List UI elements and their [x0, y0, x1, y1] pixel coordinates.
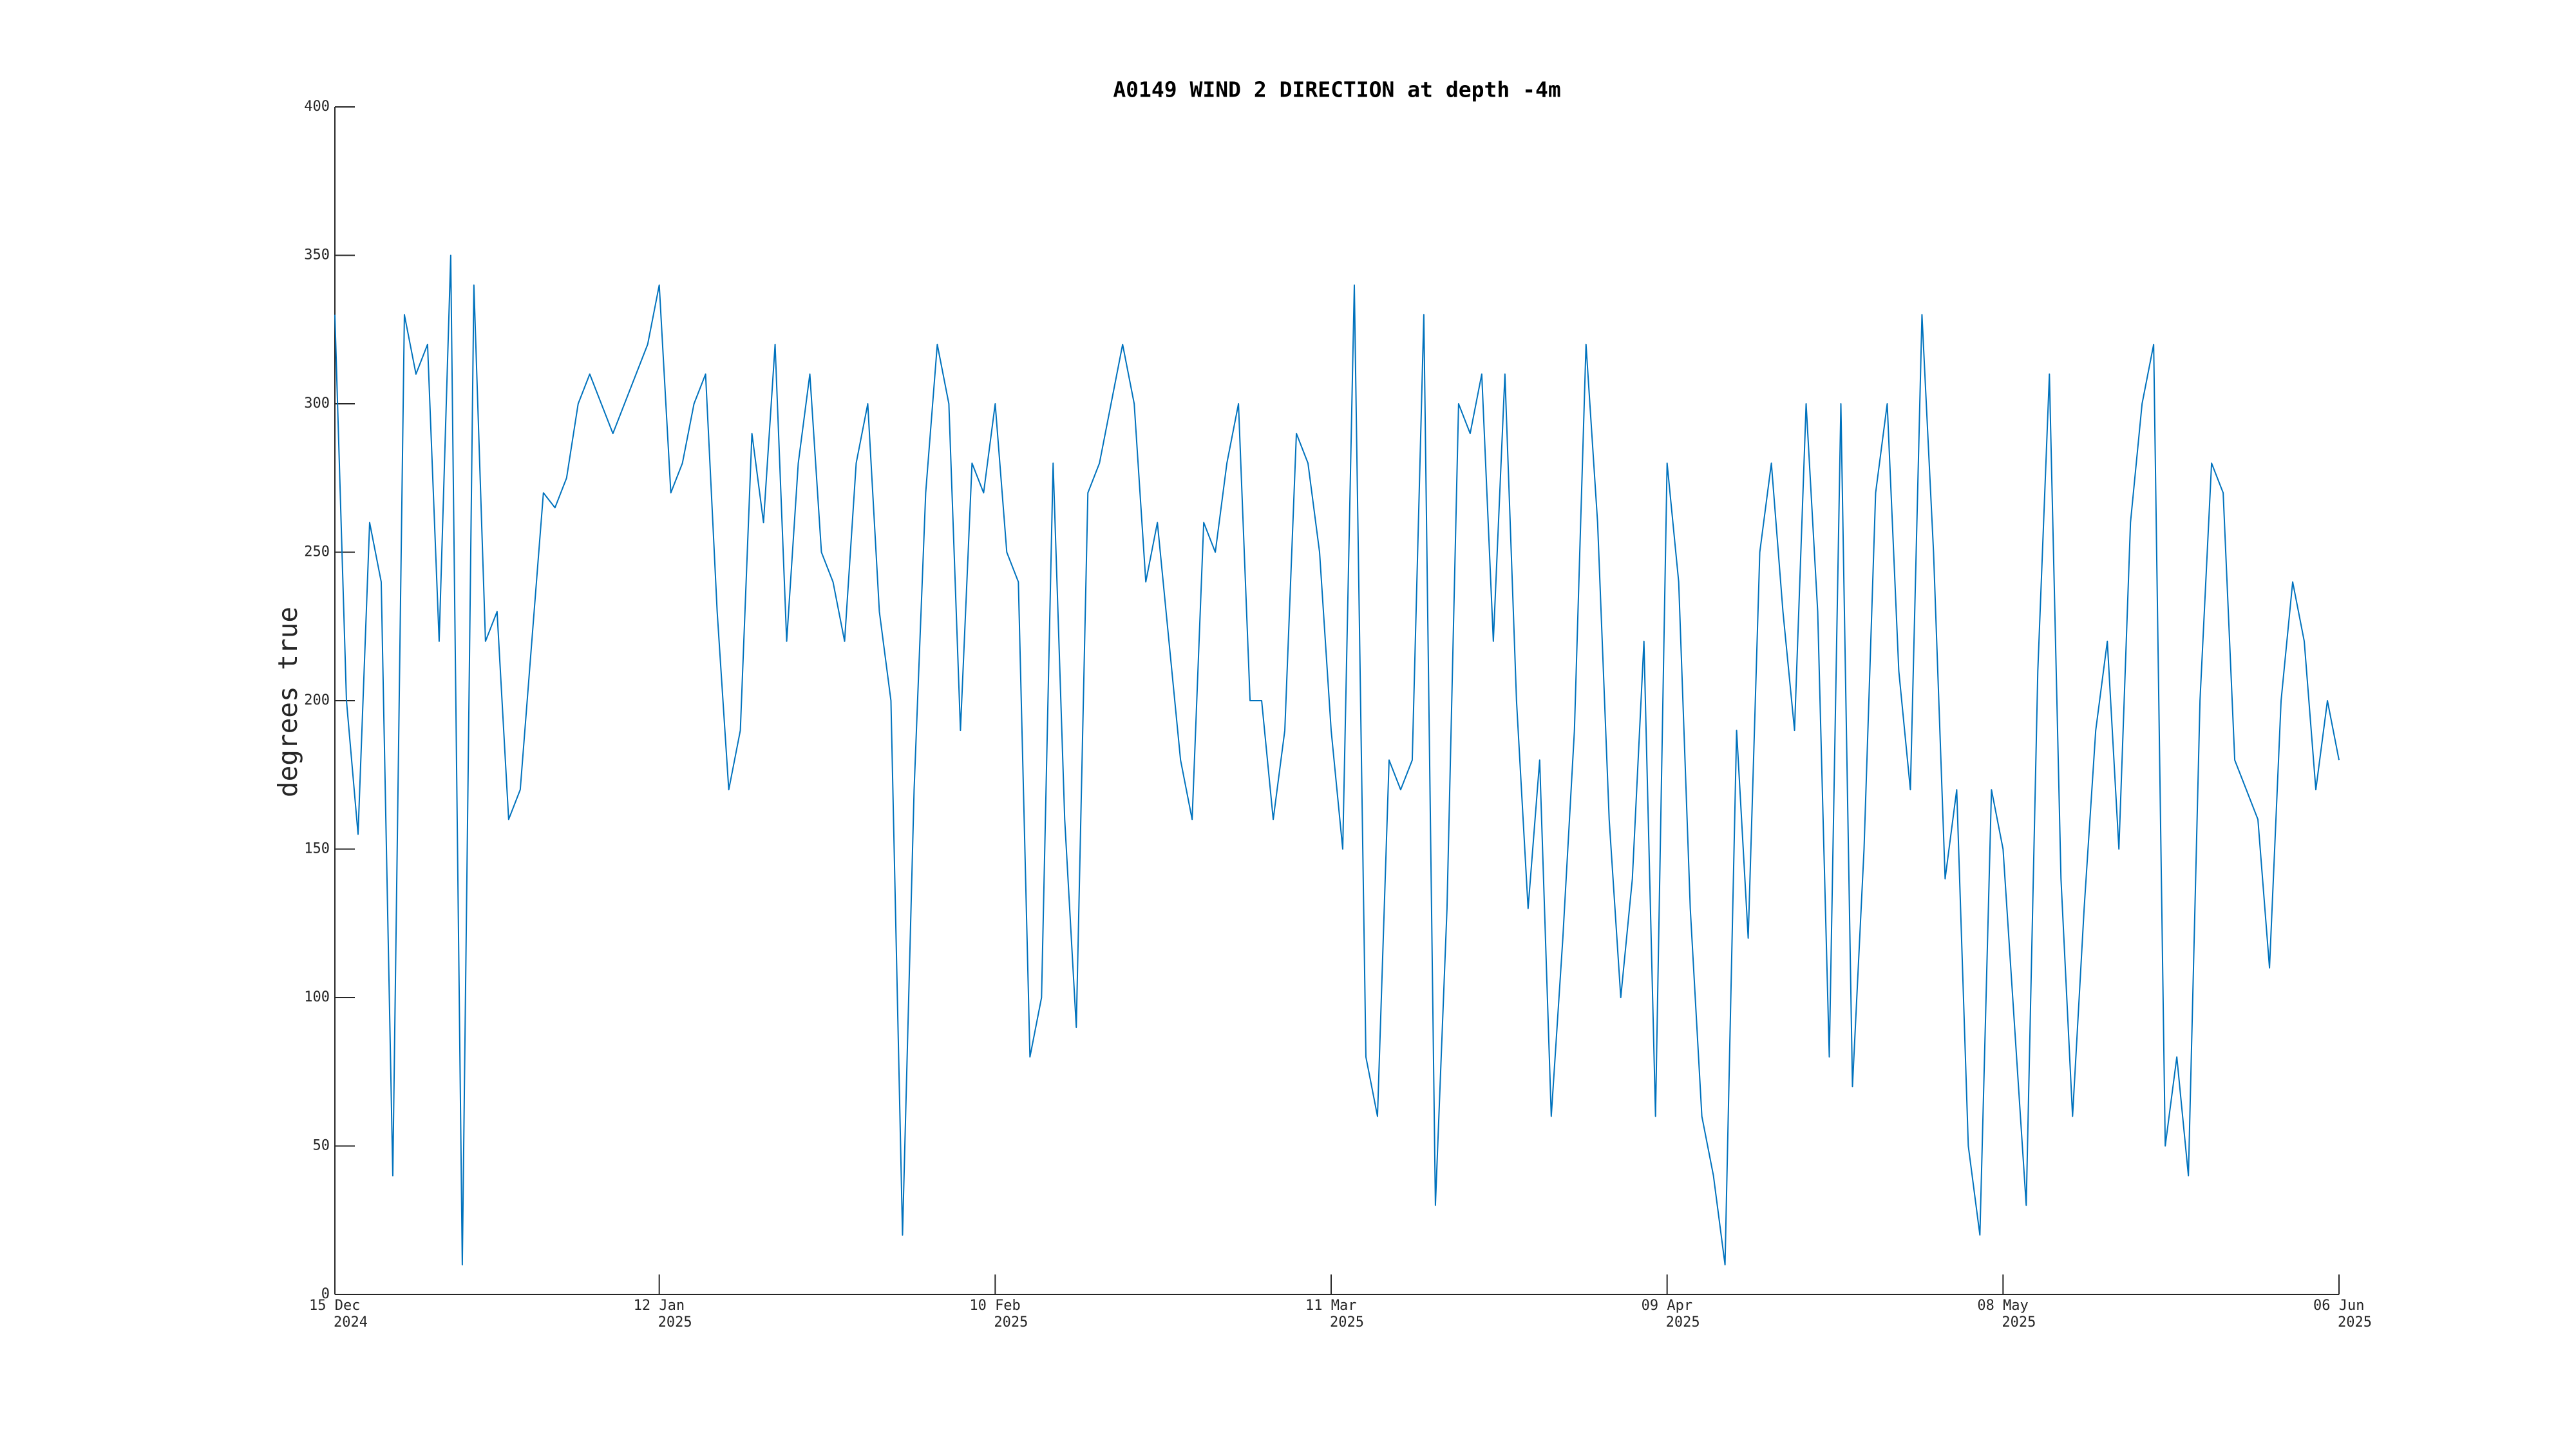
x-tick-label: 11 Mar	[1305, 1298, 1356, 1314]
y-axis-label: degrees true	[272, 607, 303, 797]
y-tick-label: 200	[304, 692, 330, 708]
data-line	[334, 254, 2340, 1265]
x-tick-label: 08 May	[1977, 1298, 2028, 1314]
x-tick-label: 15 Dec	[309, 1298, 360, 1314]
x-tick-label: 09 Apr	[1642, 1298, 1692, 1314]
x-tick-year: 2024	[334, 1314, 368, 1331]
x-tick-year: 2025	[2338, 1314, 2372, 1331]
x-tick-year: 2025	[1666, 1314, 1700, 1331]
x-tick-year: 2025	[658, 1314, 692, 1331]
y-tick-label: 100	[304, 989, 330, 1005]
y-tick-label: 0	[321, 1286, 330, 1302]
y-tick-label: 350	[304, 247, 330, 263]
x-tick-label: 12 Jan	[634, 1298, 685, 1314]
x-tick-label: 10 Feb	[969, 1298, 1020, 1314]
y-tick-label: 250	[304, 544, 330, 560]
y-tick-label: 50	[313, 1138, 330, 1154]
y-tick-label: 150	[304, 841, 330, 857]
x-tick-year: 2025	[994, 1314, 1028, 1331]
chart-title: A0149 WIND 2 DIRECTION at depth -4m	[1113, 77, 1560, 102]
y-tick-label: 400	[304, 99, 330, 115]
x-tick-year: 2025	[1330, 1314, 1364, 1331]
x-tick-year: 2025	[2002, 1314, 2036, 1331]
y-tick-label: 300	[304, 395, 330, 412]
x-tick-label: 06 Jun	[2313, 1298, 2364, 1314]
